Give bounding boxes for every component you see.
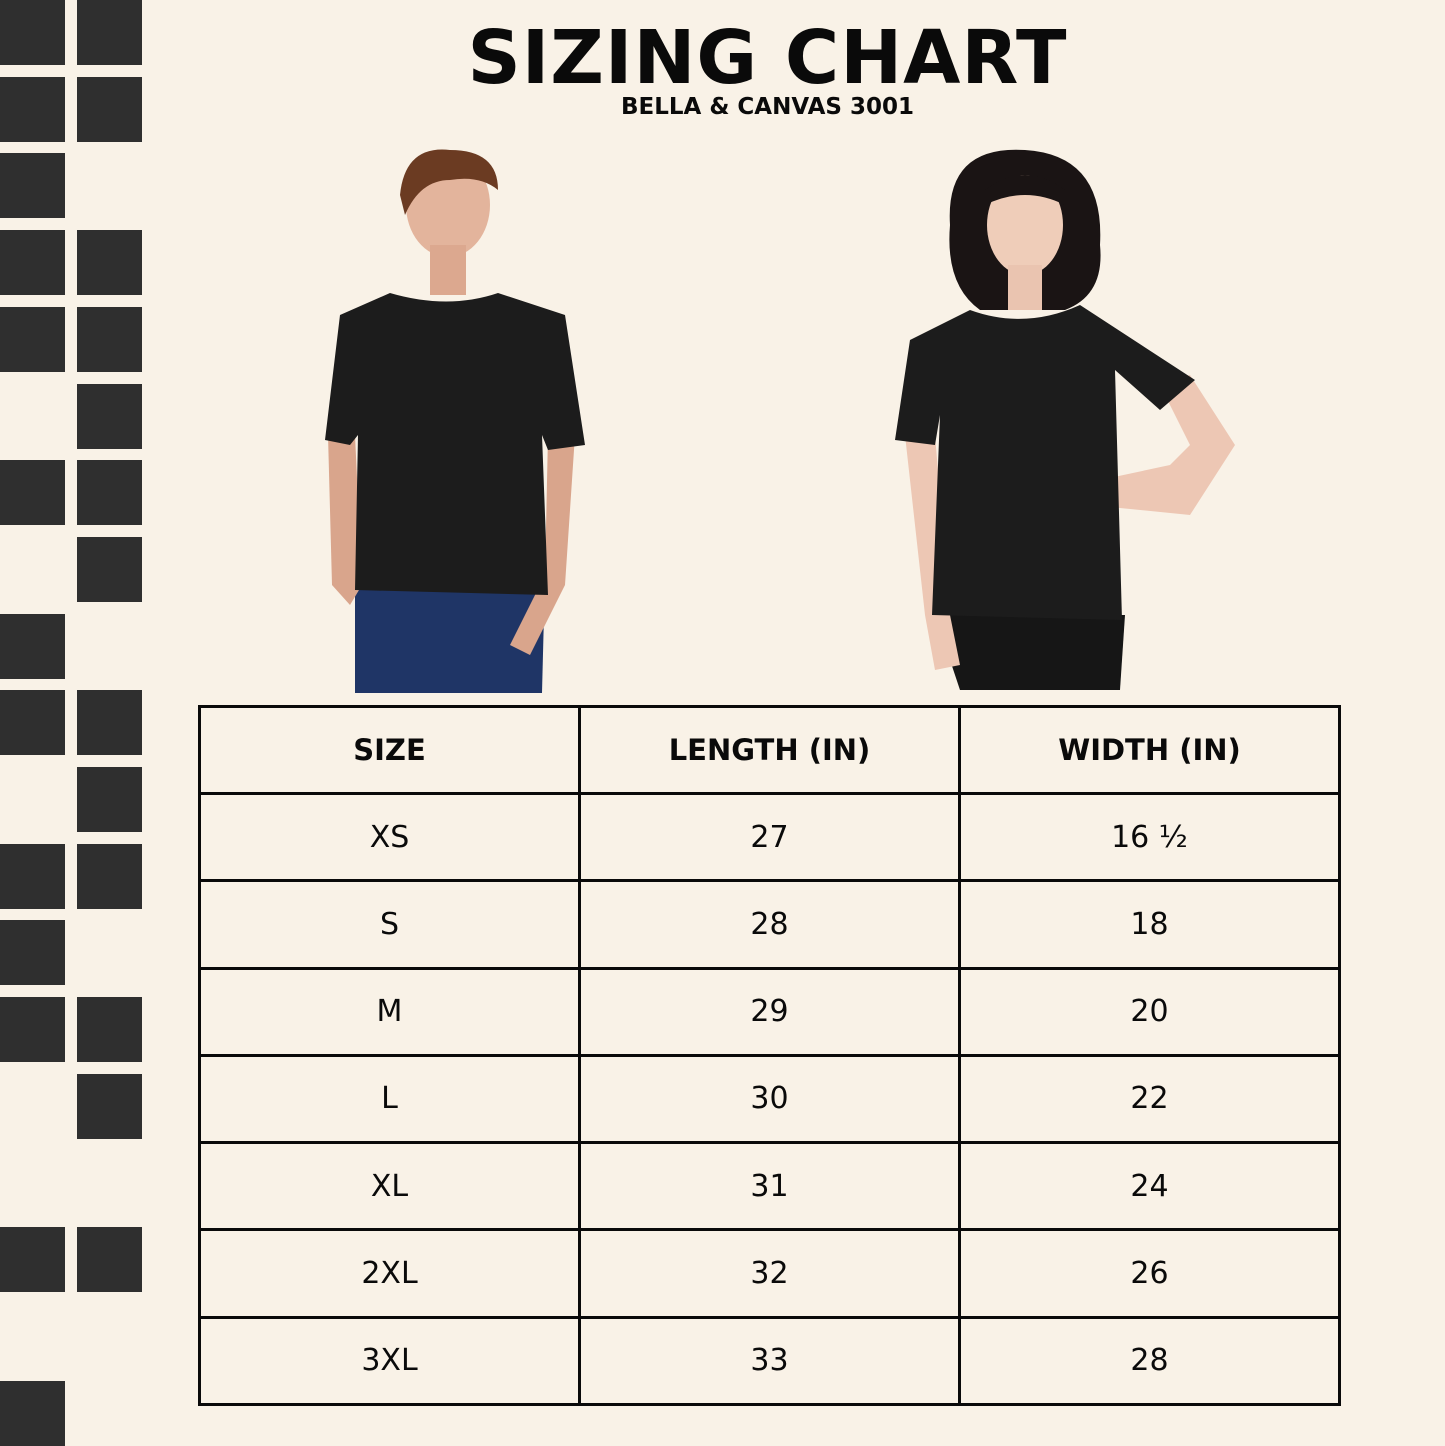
decor-square bbox=[0, 614, 65, 679]
table-row: M 29 20 bbox=[198, 966, 1341, 1057]
decor-square bbox=[77, 0, 142, 65]
cell-length: 31 bbox=[578, 1141, 961, 1232]
cell-width: 22 bbox=[958, 1053, 1341, 1145]
cell-length: 27 bbox=[578, 791, 961, 883]
cell-length: 32 bbox=[578, 1228, 961, 1319]
table-row: L 30 22 bbox=[198, 1053, 1341, 1145]
decor-square bbox=[0, 690, 65, 755]
page-title: SIZING CHART bbox=[467, 15, 1068, 101]
cell-width: 28 bbox=[958, 1315, 1341, 1407]
decor-square bbox=[0, 1381, 65, 1446]
cell-width: 26 bbox=[958, 1228, 1341, 1319]
decor-square bbox=[77, 384, 142, 449]
decor-square bbox=[77, 537, 142, 602]
column-header-length: LENGTH (IN) bbox=[578, 705, 961, 795]
head bbox=[987, 175, 1063, 275]
cell-length: 33 bbox=[578, 1315, 961, 1407]
cell-width: 24 bbox=[958, 1141, 1341, 1232]
column-header-width: WIDTH (IN) bbox=[958, 705, 1341, 795]
male-model-image bbox=[325, 149, 585, 693]
cell-size: XL bbox=[198, 1141, 581, 1232]
decor-square bbox=[0, 997, 65, 1062]
decor-square bbox=[77, 77, 142, 142]
cell-size: M bbox=[198, 966, 581, 1057]
table-row: S 28 18 bbox=[198, 879, 1341, 970]
cell-size: XS bbox=[198, 791, 581, 883]
jeans bbox=[355, 575, 545, 693]
cell-size: 2XL bbox=[198, 1228, 581, 1319]
tshirt bbox=[895, 305, 1195, 620]
cell-size: L bbox=[198, 1053, 581, 1145]
decor-square bbox=[77, 307, 142, 372]
decor-square bbox=[77, 1074, 142, 1139]
cell-length: 30 bbox=[578, 1053, 961, 1145]
cell-width: 18 bbox=[958, 879, 1341, 970]
decor-square bbox=[77, 767, 142, 832]
cell-size: S bbox=[198, 879, 581, 970]
decor-square bbox=[0, 230, 65, 295]
pants bbox=[935, 615, 1125, 690]
decor-square bbox=[77, 460, 142, 525]
decor-square bbox=[0, 153, 65, 218]
arm-left bbox=[328, 435, 362, 605]
decor-square bbox=[0, 77, 65, 142]
decor-square bbox=[77, 844, 142, 909]
decor-square bbox=[77, 230, 142, 295]
decor-square bbox=[0, 844, 65, 909]
table-row: 2XL 32 26 bbox=[198, 1228, 1341, 1319]
decor-square bbox=[77, 690, 142, 755]
cell-size: 3XL bbox=[198, 1315, 581, 1407]
decor-square bbox=[0, 307, 65, 372]
arm-right bbox=[1090, 375, 1235, 515]
arm-right bbox=[510, 435, 575, 655]
hair bbox=[400, 149, 498, 215]
female-model-image bbox=[895, 149, 1235, 690]
table-row: XS 27 16 ½ bbox=[198, 791, 1341, 883]
size-table: SIZE LENGTH (IN) WIDTH (IN) XS 27 16 ½ S 28 1… bbox=[198, 705, 1341, 1407]
decor-square bbox=[0, 920, 65, 985]
cell-width: 16 ½ bbox=[958, 791, 1341, 883]
decor-square bbox=[0, 0, 65, 65]
table-header-row: SIZE LENGTH (IN) WIDTH (IN) bbox=[198, 705, 1341, 795]
table-row: 3XL 33 28 bbox=[198, 1315, 1341, 1407]
decor-square bbox=[0, 460, 65, 525]
decor-square bbox=[77, 1227, 142, 1292]
page-subtitle: BELLA & CANVAS 3001 bbox=[621, 94, 914, 120]
cell-length: 29 bbox=[578, 966, 961, 1057]
decor-square bbox=[77, 997, 142, 1062]
tshirt bbox=[325, 293, 585, 595]
table-row: XL 31 24 bbox=[198, 1141, 1341, 1232]
column-header-size: SIZE bbox=[198, 705, 581, 795]
cell-length: 28 bbox=[578, 879, 961, 970]
cell-width: 20 bbox=[958, 966, 1341, 1057]
decor-square bbox=[0, 1227, 65, 1292]
